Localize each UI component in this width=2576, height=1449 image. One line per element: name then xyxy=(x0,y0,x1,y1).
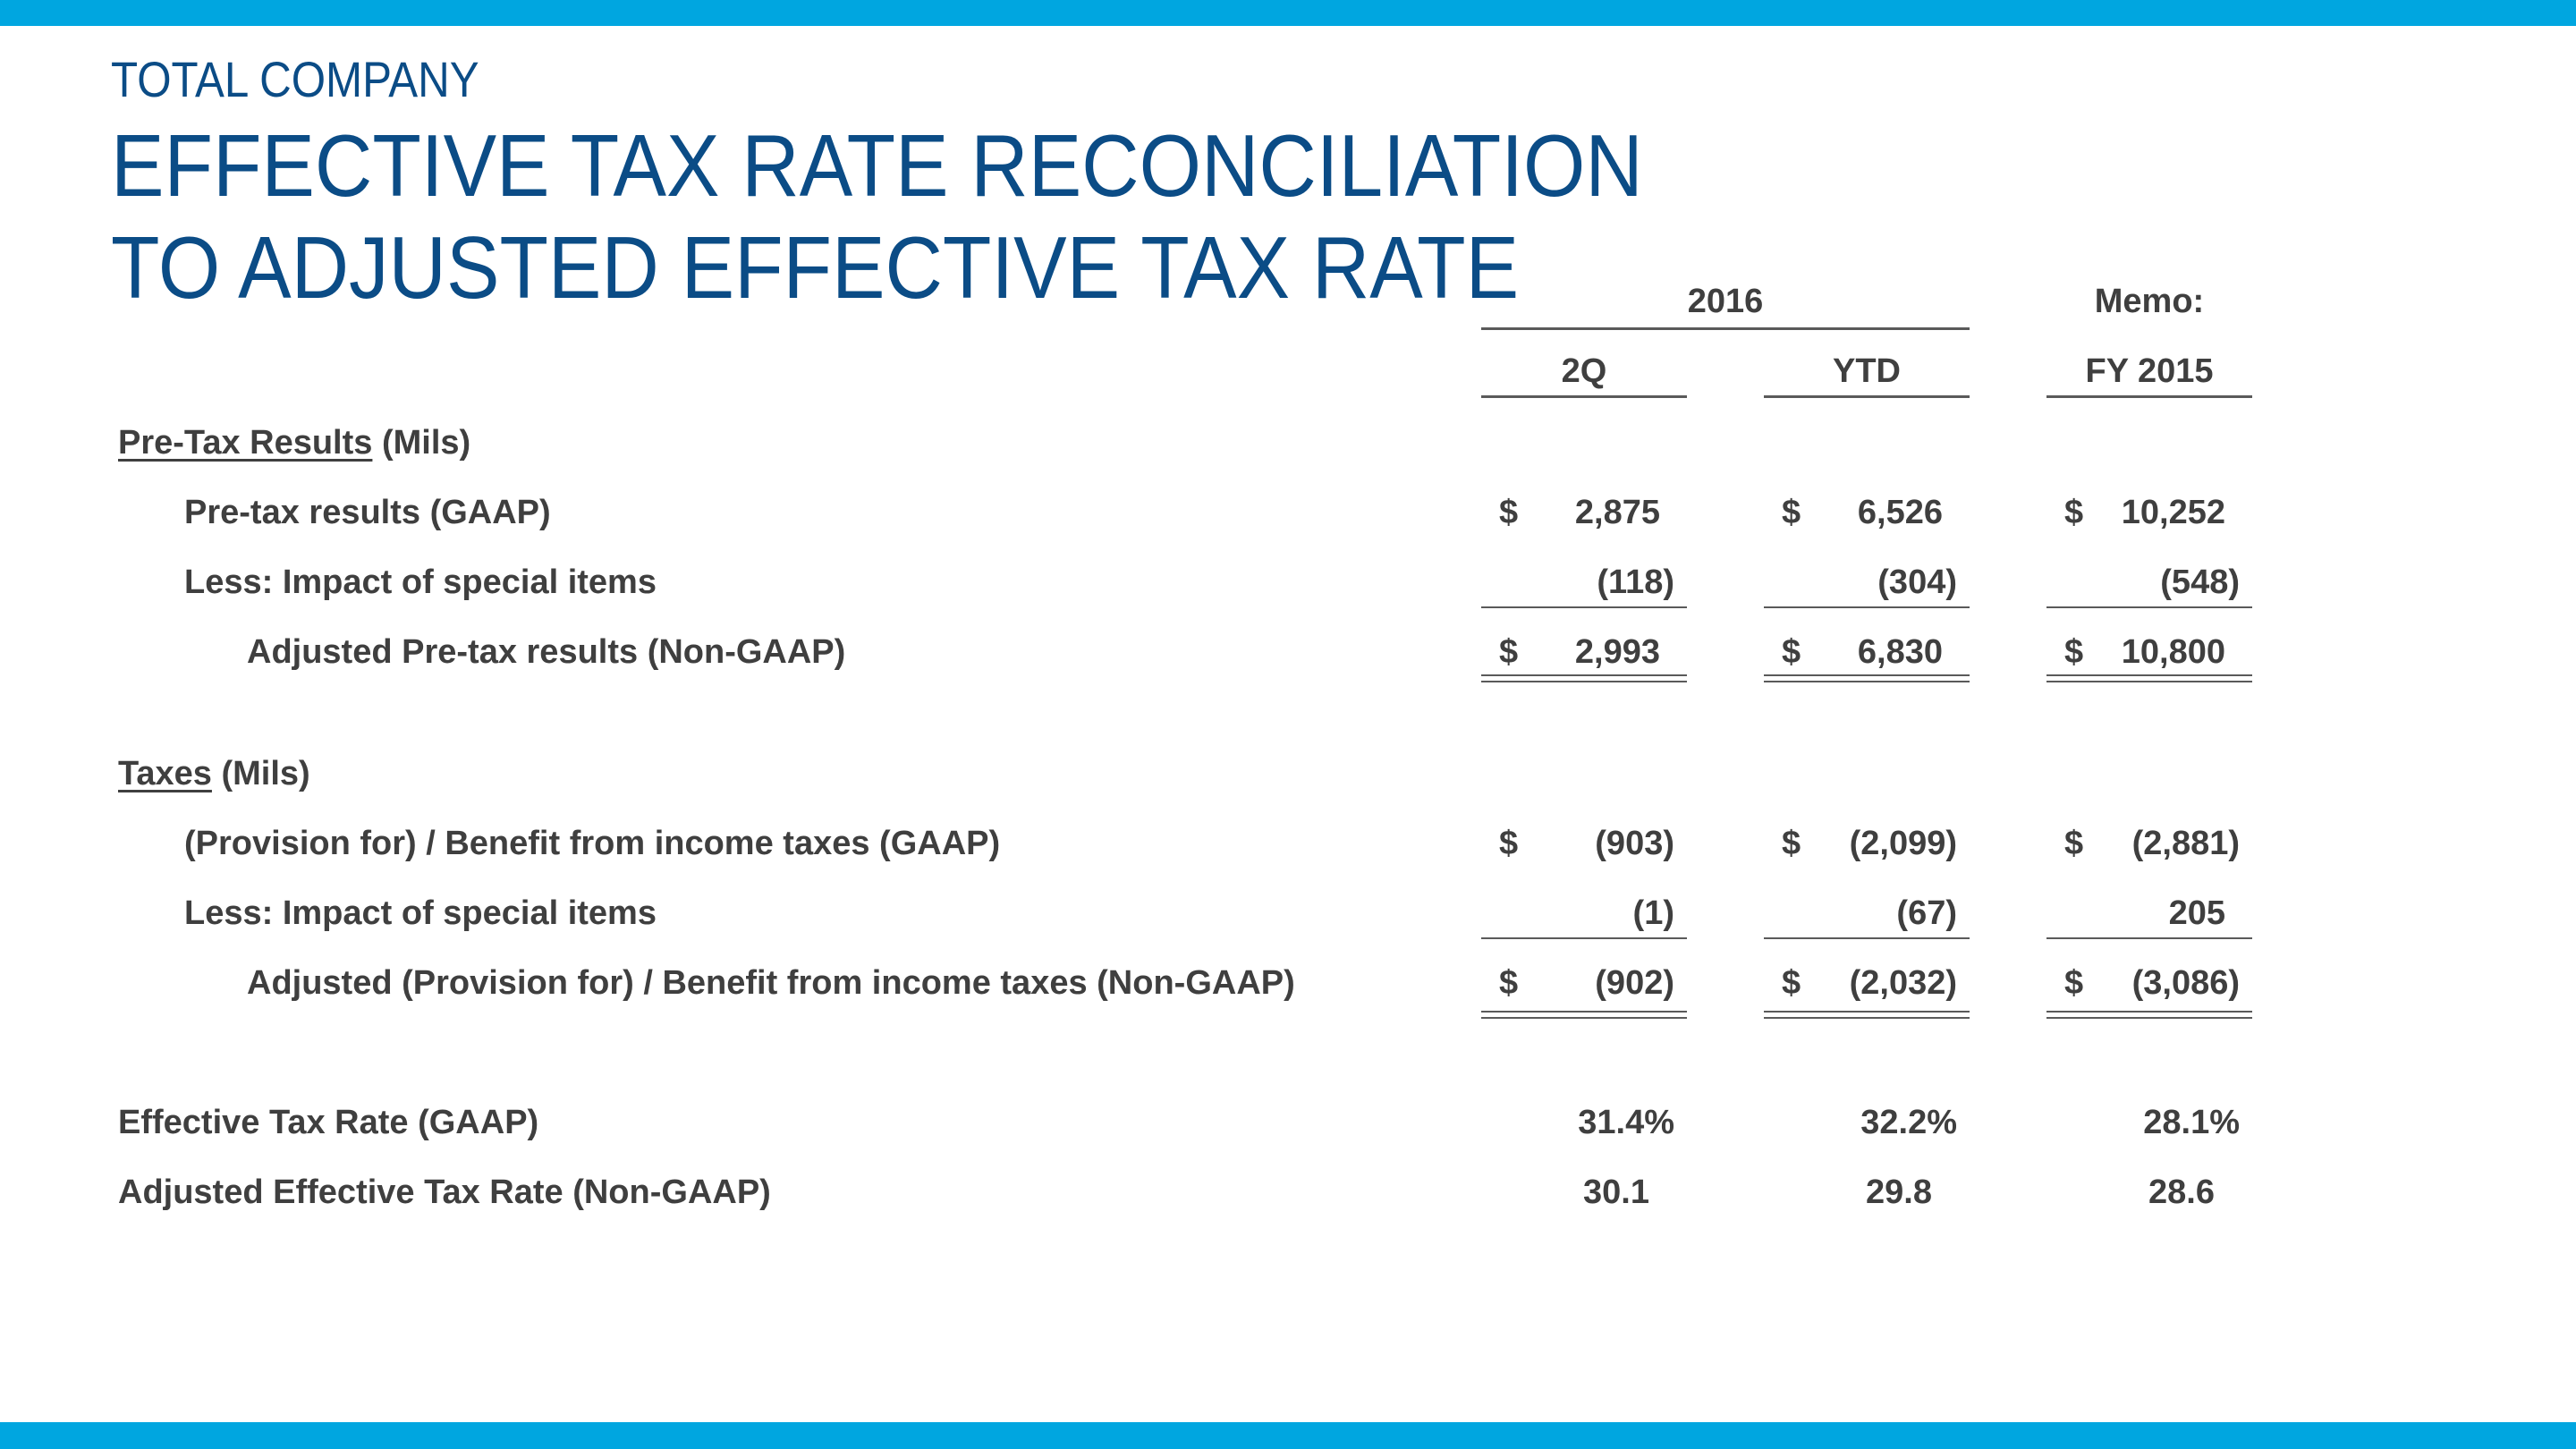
subtotal-rule xyxy=(1764,606,1970,608)
section-pretax-title: Pre-Tax Results xyxy=(118,424,373,462)
currency-symbol: $ xyxy=(2064,494,2084,531)
row-label: Less: Impact of special items xyxy=(184,894,657,932)
value-fy2015: (3,086) xyxy=(2131,964,2240,1002)
row-label: Adjusted Pre-tax results (Non-GAAP) xyxy=(247,633,846,671)
total-double-rule xyxy=(1481,674,1687,682)
row-label: (Provision for) / Benefit from income ta… xyxy=(184,825,1001,862)
value-fy2015: 205 xyxy=(2168,894,2225,932)
value-fy2015: (548) xyxy=(2160,564,2240,601)
currency-symbol: $ xyxy=(1499,494,1519,531)
value-fy2015: 10,800 xyxy=(2121,633,2225,671)
header-fy2015-rule xyxy=(2046,395,2252,398)
value-ytd: 29.8 xyxy=(1866,1174,1932,1211)
currency-symbol: $ xyxy=(1499,825,1519,862)
value-2q: (118) xyxy=(1597,564,1674,601)
header-ytd: YTD xyxy=(1833,352,1901,390)
page-subtitle: TOTAL COMPANY xyxy=(111,51,479,107)
value-fy2015: 28.1% xyxy=(2143,1104,2240,1141)
section-taxes-title: Taxes xyxy=(118,755,212,792)
row-label: Pre-tax results (GAAP) xyxy=(184,494,551,531)
page-title: EFFECTIVE TAX RATE RECONCILIATION TO ADJ… xyxy=(111,116,1643,317)
section-taxes-unit: (Mils) xyxy=(221,755,310,792)
currency-symbol: $ xyxy=(1782,964,1801,1002)
top-accent-bar xyxy=(0,0,2576,26)
value-fy2015: (2,881) xyxy=(2131,825,2240,862)
section-pretax-unit: (Mils) xyxy=(381,424,471,462)
currency-symbol: $ xyxy=(1782,633,1801,671)
currency-symbol: $ xyxy=(2064,633,2084,671)
header-2q-rule xyxy=(1481,395,1687,398)
currency-symbol: $ xyxy=(1782,825,1801,862)
section-taxes: Taxes (Mils) xyxy=(118,753,310,794)
value-2q: (1) xyxy=(1632,894,1674,932)
value-ytd: (2,099) xyxy=(1849,825,1957,862)
total-double-rule xyxy=(1481,1011,1687,1019)
row-label: Adjusted Effective Tax Rate (Non-GAAP) xyxy=(118,1174,771,1211)
total-double-rule xyxy=(2046,674,2252,682)
value-2q: 2,875 xyxy=(1574,494,1660,531)
currency-symbol: $ xyxy=(1499,633,1519,671)
subtotal-rule xyxy=(2046,937,2252,939)
subtotal-rule xyxy=(1764,937,1970,939)
currency-symbol: $ xyxy=(1499,964,1519,1002)
total-double-rule xyxy=(1764,674,1970,682)
bottom-accent-bar xyxy=(0,1422,2576,1449)
value-ytd: (67) xyxy=(1896,894,1957,932)
header-fy2015: FY 2015 xyxy=(2085,352,2214,390)
value-ytd: (2,032) xyxy=(1849,964,1957,1002)
value-ytd: (304) xyxy=(1877,564,1957,601)
value-ytd: 6,830 xyxy=(1857,633,1943,671)
total-double-rule xyxy=(1764,1011,1970,1019)
value-2q: (903) xyxy=(1595,825,1674,862)
section-pretax: Pre-Tax Results (Mils) xyxy=(118,422,470,463)
header-2q: 2Q xyxy=(1561,352,1607,390)
value-fy2015: 28.6 xyxy=(2148,1174,2215,1211)
row-label: Less: Impact of special items xyxy=(184,564,657,601)
currency-symbol: $ xyxy=(2064,964,2084,1002)
header-ytd-rule xyxy=(1764,395,1970,398)
header-2016-rule xyxy=(1481,327,1970,330)
total-double-rule xyxy=(2046,1011,2252,1019)
value-ytd: 32.2% xyxy=(1860,1104,1957,1141)
row-label: Effective Tax Rate (GAAP) xyxy=(118,1104,539,1141)
subtotal-rule xyxy=(1481,606,1687,608)
subtotal-rule xyxy=(1481,937,1687,939)
value-2q: 2,993 xyxy=(1574,633,1660,671)
row-label: Adjusted (Provision for) / Benefit from … xyxy=(247,964,1295,1002)
currency-symbol: $ xyxy=(2064,825,2084,862)
value-2q: (902) xyxy=(1595,964,1674,1002)
value-fy2015: 10,252 xyxy=(2121,494,2225,531)
subtotal-rule xyxy=(2046,606,2252,608)
header-memo: Memo: xyxy=(2094,283,2205,320)
currency-symbol: $ xyxy=(1782,494,1801,531)
value-2q: 30.1 xyxy=(1583,1174,1649,1211)
value-ytd: 6,526 xyxy=(1857,494,1943,531)
header-2016: 2016 xyxy=(1687,283,1764,320)
value-2q: 31.4% xyxy=(1578,1104,1674,1141)
